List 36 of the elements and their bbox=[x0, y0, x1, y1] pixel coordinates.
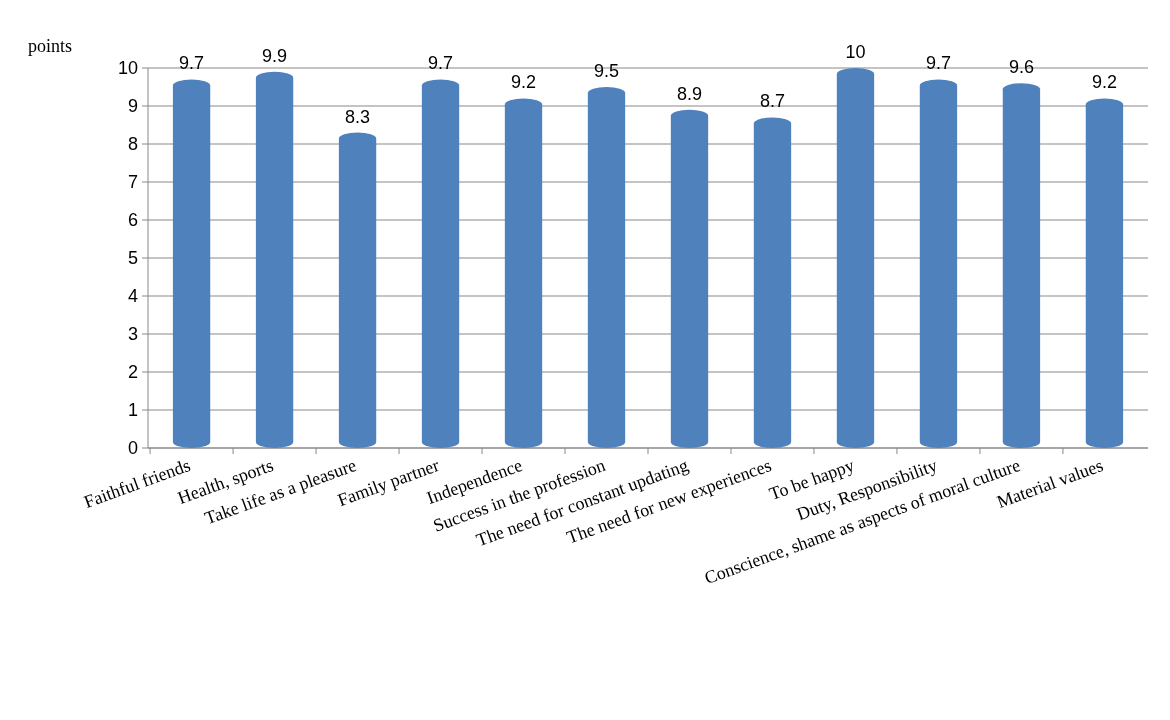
y-tick-label: 0 bbox=[127, 438, 138, 459]
y-tick-label: 8 bbox=[127, 134, 138, 155]
bar bbox=[753, 117, 792, 448]
bar bbox=[421, 79, 460, 448]
y-tick-label: 6 bbox=[127, 210, 138, 231]
bar bbox=[1002, 83, 1041, 448]
bar bbox=[1085, 98, 1124, 448]
y-tick-label: 7 bbox=[127, 172, 138, 193]
y-tick-label: 5 bbox=[127, 248, 138, 269]
data-label: 8.9 bbox=[676, 83, 703, 104]
y-tick-label: 10 bbox=[117, 58, 138, 79]
bar bbox=[919, 79, 958, 448]
data-label: 9.5 bbox=[593, 61, 620, 81]
data-label: 8.7 bbox=[759, 91, 785, 112]
data-label: 9.7 bbox=[179, 53, 205, 74]
y-tick-label: 4 bbox=[127, 286, 138, 307]
y-tick-label: 1 bbox=[127, 400, 138, 421]
data-label: 9.2 bbox=[1091, 72, 1117, 93]
data-label: 9.7 bbox=[925, 53, 951, 74]
bar bbox=[504, 98, 543, 448]
data-label: 9.6 bbox=[1008, 57, 1034, 78]
data-label: 8.3 bbox=[345, 106, 371, 127]
data-label: 10 bbox=[845, 42, 866, 62]
y-axis-title: points bbox=[28, 36, 73, 56]
bar bbox=[338, 132, 377, 448]
data-label: 9.9 bbox=[262, 45, 288, 66]
y-tick-label: 3 bbox=[127, 324, 138, 345]
y-tick-label: 2 bbox=[127, 362, 138, 383]
bar bbox=[172, 79, 211, 448]
bar bbox=[587, 87, 626, 448]
data-label: 9.2 bbox=[511, 72, 537, 93]
bar bbox=[255, 71, 294, 448]
y-tick-label: 9 bbox=[127, 96, 138, 117]
data-label: 9.7 bbox=[428, 53, 454, 74]
bar bbox=[836, 68, 875, 448]
bar bbox=[670, 109, 709, 448]
